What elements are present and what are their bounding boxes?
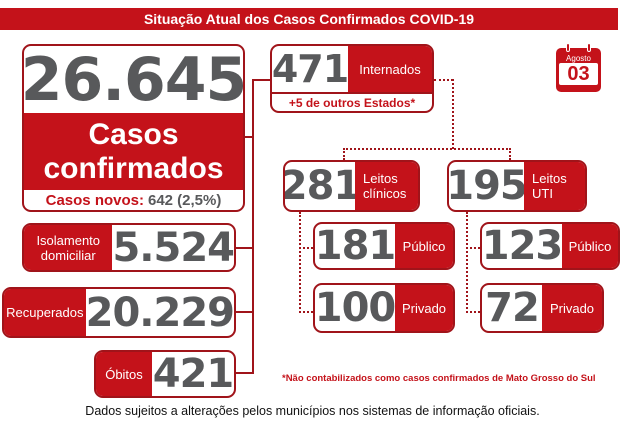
dotted-connector [343,148,345,160]
dotted-connector [299,311,313,313]
hospitalized-card: 471 Internados +5 de outros Estados* [270,44,434,113]
clinical-public-label: Público [395,224,453,268]
confirmed-label-line1: Casos [88,117,179,151]
dotted-connector [509,148,511,160]
confirmed-label: Casos confirmados [24,113,243,190]
dotted-connector [343,148,511,150]
page-title: Situação Atual dos Casos Confirmados COV… [143,11,475,27]
recovered-value: 20.229 [85,289,234,336]
clinical-private-label: Privado [395,285,453,331]
connector-line [245,136,253,138]
icu-public-label: Público [562,224,618,268]
hospitalized-note: +5 de outros Estados* [272,92,432,111]
new-cases: Casos novos: 642 (2,5%) [24,190,243,210]
isolation-label: Isolamento domiciliar [24,225,113,270]
clinical-beds-label: Leitos clínicos [355,162,418,210]
clinical-public-card: 181 Público [313,222,455,270]
icu-private-label: Privado [542,285,602,331]
deaths-value: 421 [152,351,234,397]
deaths-card: Óbitos 421 [94,350,236,398]
dotted-connector [466,311,480,313]
confirmed-value: 26.645 [22,44,245,115]
calendar-day: 03 [559,63,598,85]
disclaimer: Dados sujeitos a alterações pelos municí… [85,404,540,418]
isolation-value: 5.524 [112,224,234,271]
icu-beds-value: 195 [447,163,528,209]
dotted-connector [299,247,313,249]
calendar-month: Agosto [566,54,591,63]
confirmed-label-line2: confirmados [43,151,224,185]
new-cases-value: 642 (2,5%) [147,191,222,209]
hospitalized-label: Internados [348,46,432,92]
recovered-label: Recuperados [4,289,86,336]
icu-public-value: 123 [481,223,563,269]
title-bar: Situação Atual dos Casos Confirmados COV… [0,8,618,30]
clinical-public-value: 181 [314,223,396,269]
recovered-card: Recuperados 20.229 [2,287,236,338]
connector-line [236,247,253,249]
connector-line [236,372,253,374]
dotted-connector [434,79,453,81]
icu-public-card: 123 Público [480,222,620,270]
clinical-beds-card: 281 Leitos clínicos [283,160,420,212]
connector-line [252,79,254,374]
footnote: *Não contabilizados como casos confirmad… [282,373,596,384]
deaths-label: Óbitos [96,352,152,396]
icu-private-value: 72 [485,285,540,331]
dotted-connector [299,212,301,313]
clinical-private-card: 100 Privado [313,283,455,333]
clinical-beds-value: 281 [283,163,361,209]
connector-line [236,311,253,313]
icu-private-card: 72 Privado [480,283,604,333]
new-cases-label: Casos novos: [45,191,144,209]
isolation-card: Isolamento domiciliar 5.524 [22,223,236,272]
icu-beds-label: Leitos UTI [524,162,585,210]
connector-line [252,79,270,81]
icu-beds-card: 195 Leitos UTI [447,160,587,212]
calendar-icon: Agosto 03 [556,43,601,92]
dotted-connector [466,212,468,313]
confirmed-cases-card: 26.645 Casos confirmados Casos novos: 64… [22,44,245,212]
dotted-connector [452,79,454,149]
dotted-connector [466,247,480,249]
hospitalized-value: 471 [271,47,349,91]
clinical-private-value: 100 [314,285,396,331]
